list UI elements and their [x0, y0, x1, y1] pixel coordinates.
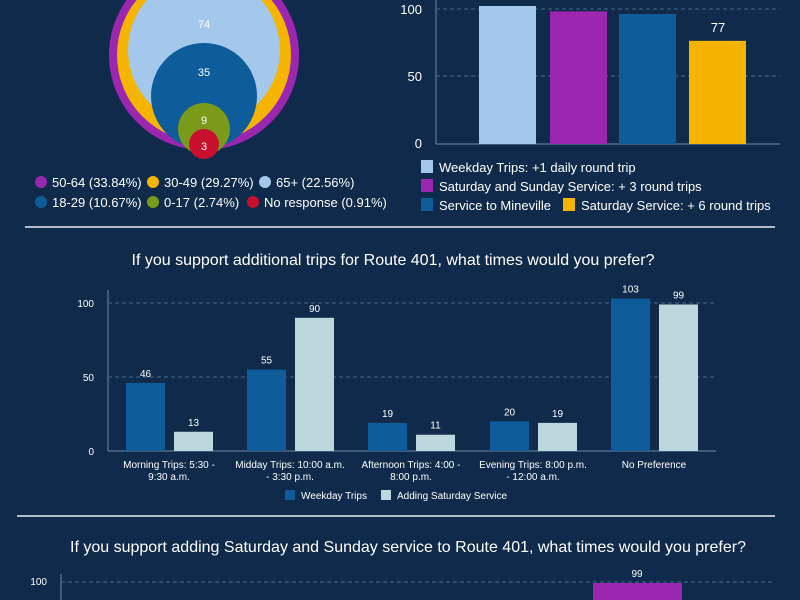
- legend-swatch-sat-sun: [421, 179, 433, 192]
- route401-weekend-chart: 100 99: [30, 569, 775, 600]
- bubble-label-0-17: 9: [201, 115, 207, 127]
- legend-label-0-17: 0-17 (2.74%): [164, 195, 239, 210]
- y-tick-100: 100: [400, 2, 422, 17]
- legend-swatch-saturday: [563, 198, 575, 211]
- bar-value-label: 19: [552, 409, 564, 420]
- bar-weekday-trips-1: [247, 369, 286, 451]
- bar-value-label: 13: [188, 418, 200, 429]
- route401-times-x-labels: Morning Trips: 5:30 -9:30 a.m. Midday Tri…: [123, 460, 687, 483]
- bar-adding-saturday-service-3: [538, 422, 577, 451]
- bar-value-saturday-service: 77: [711, 20, 725, 35]
- y-tick-0: 0: [415, 136, 422, 151]
- age-bubble-chart: 74 35 9 3: [109, 0, 299, 159]
- legend-dot-50-64: [35, 176, 47, 188]
- legend-label-30-49: 30-49 (29.27%): [164, 175, 254, 190]
- bar-weekday-trips-4: [611, 298, 650, 451]
- legend-swatch-weekday-trips: [285, 490, 295, 500]
- legend-swatch-weekday: [421, 160, 433, 173]
- legend-dot-no-response: [247, 196, 259, 208]
- legend-dot-0-17: [147, 196, 159, 208]
- bar-weekday-trips-2: [368, 422, 407, 451]
- y-tick-100: 100: [30, 577, 47, 588]
- bar-2: [619, 14, 676, 144]
- bubble-18-29: [151, 43, 257, 149]
- x-tick-label: - 3:30 p.m.: [266, 472, 314, 483]
- bar-weekend-no-preference: [593, 583, 682, 600]
- bubble-label-18-29: 35: [198, 67, 210, 79]
- bar-value-label: 99: [673, 290, 685, 301]
- legend-label-sat-sun: Saturday and Sunday Service: + 3 round t…: [439, 179, 702, 194]
- bar-value-label: 19: [382, 409, 394, 420]
- y-tick-100: 100: [77, 299, 94, 310]
- y-tick-0: 0: [88, 447, 94, 458]
- legend-dot-18-29: [35, 196, 47, 208]
- bar-3: [689, 40, 746, 144]
- legend-swatch-saturday-service: [381, 490, 391, 500]
- legend-dot-30-49: [147, 176, 159, 188]
- age-legend: 50-64 (33.84%) 30-49 (29.27%) 65+ (22.56…: [35, 175, 387, 210]
- route401-times-bars: 46 55 19 20 103 13 90 11 19 99: [126, 285, 698, 451]
- bar-value-weekend-no-preference: 99: [631, 569, 643, 580]
- bar-weekday-trips-0: [126, 382, 165, 451]
- x-tick-label: - 12:00 a.m.: [506, 472, 559, 483]
- route401-times-title: If you support additional trips for Rout…: [132, 252, 655, 269]
- bar-adding-saturday-service-4: [659, 304, 698, 451]
- bar-value-label: 55: [261, 356, 273, 367]
- bar-value-label: 90: [309, 304, 321, 315]
- legend-label-weekday-trips: Weekday Trips: [301, 491, 367, 502]
- bar-1: [550, 11, 607, 145]
- legend-label-saturday: Saturday Service: + 6 round trips: [581, 198, 771, 213]
- bar-adding-saturday-service-0: [174, 431, 213, 451]
- route401-times-chart: 0 50 100 46 55 19 20 103 13 90 11 19 99 Morning T…: [77, 285, 716, 483]
- bar-adding-saturday-service-2: [416, 434, 455, 451]
- x-tick-label: No Preference: [622, 460, 687, 471]
- service-preference-chart: 0 50 100 77: [400, 0, 780, 151]
- legend-label-65-plus: 65+ (22.56%): [276, 175, 354, 190]
- route401-times-legend: Weekday Trips Adding Saturday Service: [285, 490, 508, 502]
- bar-value-label: 46: [140, 369, 152, 380]
- y-tick-50: 50: [408, 69, 422, 84]
- bar-value-label: 20: [504, 407, 516, 418]
- bar-value-label: 103: [622, 285, 639, 296]
- legend-label-weekday: Weekday Trips: +1 daily round trip: [439, 160, 636, 175]
- legend-label-no-response: No response (0.91%): [264, 195, 387, 210]
- x-tick-label: 9:30 a.m.: [148, 472, 190, 483]
- x-tick-label: Midday Trips: 10:00 a.m.: [235, 460, 345, 471]
- bar-weekday-trips-3: [490, 421, 529, 451]
- legend-label-saturday-service: Adding Saturday Service: [397, 491, 508, 502]
- y-tick-50: 50: [83, 373, 95, 384]
- bar-value-label: 11: [430, 421, 441, 432]
- legend-label-50-64: 50-64 (33.84%): [52, 175, 142, 190]
- legend-dot-65-plus: [259, 176, 271, 188]
- bubble-label-no-response: 3: [201, 141, 207, 153]
- service-bars: [479, 5, 746, 145]
- legend-label-18-29: 18-29 (10.67%): [52, 195, 142, 210]
- service-legend: Weekday Trips: +1 daily round trip Satur…: [421, 160, 771, 213]
- bubble-label-65-plus: 74: [198, 19, 210, 31]
- legend-swatch-mineville: [421, 198, 433, 211]
- x-tick-label: Afternoon Trips: 4:00 -: [362, 460, 461, 471]
- bar-adding-saturday-service-1: [295, 317, 334, 451]
- route401-weekend-title: If you support adding Saturday and Sunda…: [70, 539, 746, 556]
- legend-label-mineville: Service to Mineville: [439, 198, 551, 213]
- x-tick-label: 8:00 p.m.: [390, 472, 432, 483]
- x-tick-label: Evening Trips: 8:00 p.m.: [479, 460, 587, 471]
- bar-0: [479, 5, 536, 145]
- x-tick-label: Morning Trips: 5:30 -: [123, 460, 215, 471]
- bubble-no-response: [189, 129, 219, 159]
